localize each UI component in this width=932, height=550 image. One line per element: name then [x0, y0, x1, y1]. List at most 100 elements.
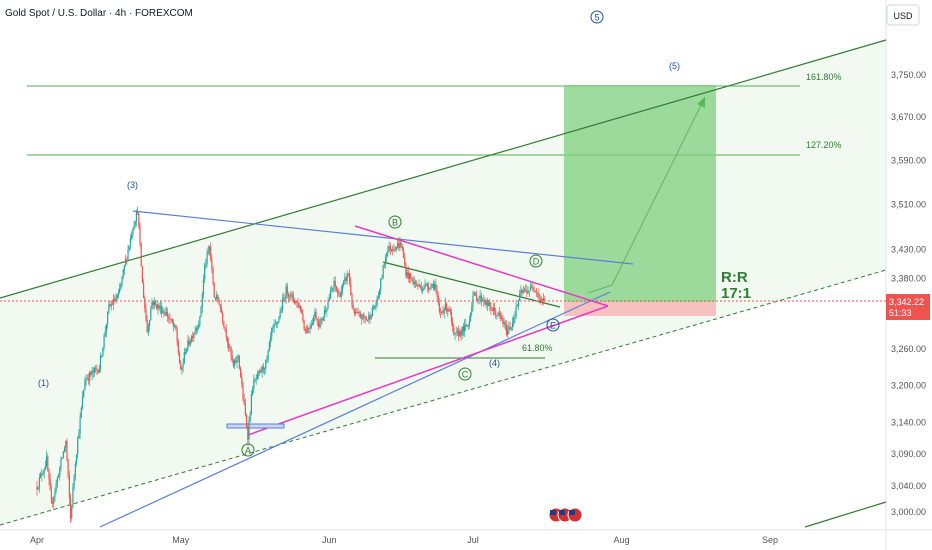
projection-arrow-line: [587, 284, 613, 294]
candle-body-105: [162, 311, 164, 314]
candle-body-49: [95, 367, 97, 369]
target-box[interactable]: [564, 85, 716, 302]
candle-body-3: [39, 473, 42, 478]
candle-body-424: [544, 298, 546, 300]
countdown-value: 51:33: [889, 308, 912, 318]
candle-body-36: [79, 417, 81, 434]
wave-b-marker: B: [388, 215, 402, 229]
candle-body-357: [463, 324, 466, 332]
candle-body-177: [248, 421, 250, 440]
time-tick-label-2: Jun: [322, 535, 337, 545]
candle-body-183: [255, 379, 257, 380]
candle-body-391: [504, 322, 506, 326]
candle-body-103: [159, 306, 161, 309]
candle-body-106: [163, 311, 165, 313]
candle-body-311: [408, 273, 411, 279]
candle-body-229: [310, 324, 312, 328]
blue-lower-trendline: [99, 291, 611, 528]
price-tick-label-11: 3,000.00: [891, 507, 926, 517]
candle-body-258: [345, 277, 347, 281]
candle-body-245: [329, 291, 332, 299]
candle-body-354: [460, 331, 462, 336]
candle-body-417: [535, 290, 538, 293]
candle-body-42: [86, 378, 88, 380]
candle-body-269: [358, 312, 360, 314]
candle-body-233: [315, 311, 317, 320]
candle-body-27: [68, 476, 70, 498]
candle-body-274: [364, 317, 366, 319]
wave-a-base-marker: [226, 423, 285, 429]
price-tick-label-9: 3,090.00: [891, 449, 926, 459]
time-axis[interactable]: Apr May Jun Jul Aug Sep: [30, 535, 778, 545]
us-event-flags-icon[interactable]: [548, 507, 583, 523]
candle-body-83: [135, 211, 138, 222]
candle-body-270: [359, 313, 361, 318]
candle-body-20: [60, 458, 62, 468]
candle-body-110: [168, 317, 170, 319]
candle-body-182: [254, 379, 256, 381]
stop-box[interactable]: [564, 302, 716, 316]
candle-body-259: [346, 273, 348, 281]
candle-body-62: [110, 304, 112, 306]
price-tick-label-7: 3,200.00: [891, 381, 926, 391]
candle-body-148: [213, 283, 215, 298]
rr-label: R:R: [721, 269, 748, 286]
candle-body-291: [384, 256, 387, 265]
candle-body-247: [332, 287, 334, 291]
candle-body-367: [475, 294, 478, 301]
candle-body-346: [450, 311, 453, 322]
candle-body-16: [55, 482, 57, 492]
candle-body-238: [321, 318, 323, 321]
candle-body-195: [269, 336, 272, 343]
wave-3-label: (3): [127, 180, 138, 190]
candle-body-344: [448, 308, 450, 310]
candle-body-272: [362, 314, 364, 319]
candle-body-271: [360, 317, 363, 319]
candle-body-350: [455, 331, 457, 334]
candle-body-95: [150, 308, 152, 321]
candle-body-19: [59, 467, 61, 477]
price-tick-label-1: 3,670.00: [891, 112, 926, 122]
candle-body-330: [431, 283, 433, 286]
candle-body-78: [129, 237, 132, 246]
wave-a-marker: A: [241, 443, 255, 457]
candle-body-144: [208, 246, 211, 251]
candle-body-80: [132, 229, 134, 236]
candle-body-280: [371, 307, 373, 317]
candle-body-205: [281, 299, 284, 310]
wave-a-label: A: [245, 446, 251, 456]
candle-body-104: [160, 306, 163, 314]
candle-body-47: [92, 370, 94, 373]
candle-body-224: [304, 328, 306, 332]
candle-body-278: [369, 315, 371, 320]
candle-body-10: [48, 470, 50, 480]
candle-body-308: [405, 264, 407, 277]
candle-body-406: [522, 291, 524, 293]
candle-body-100: [156, 303, 158, 309]
candle-body-220: [299, 305, 302, 310]
candle-body-252: [338, 293, 340, 295]
candle-body-202: [278, 317, 280, 322]
price-axis[interactable]: 3,750.00 3,670.00 3,590.00 3,510.00 3,430.00…: [891, 70, 926, 517]
candle-body-121: [181, 366, 183, 370]
candle-body-143: [207, 250, 209, 254]
candle-body-422: [541, 299, 544, 301]
candle-body-289: [382, 265, 384, 279]
candle-body-41: [85, 378, 87, 382]
candle-body-335: [437, 295, 439, 304]
currency-button[interactable]: USD: [886, 4, 920, 26]
candle-body-215: [293, 299, 296, 303]
candle-body-380: [491, 309, 493, 312]
wave-e-label: E: [550, 321, 556, 331]
candle-body-68: [117, 292, 120, 296]
candle-body-217: [296, 301, 298, 303]
candle-body-381: [492, 307, 494, 312]
candle-body-216: [295, 301, 297, 303]
candle-body-72: [122, 269, 124, 277]
current-price-value: 3,342.22: [889, 297, 924, 307]
candle-body-404: [520, 290, 522, 294]
candle-body-154: [220, 307, 223, 314]
candle-body-46: [91, 370, 93, 375]
price-tick-label-5: 3,380.00: [891, 273, 926, 283]
